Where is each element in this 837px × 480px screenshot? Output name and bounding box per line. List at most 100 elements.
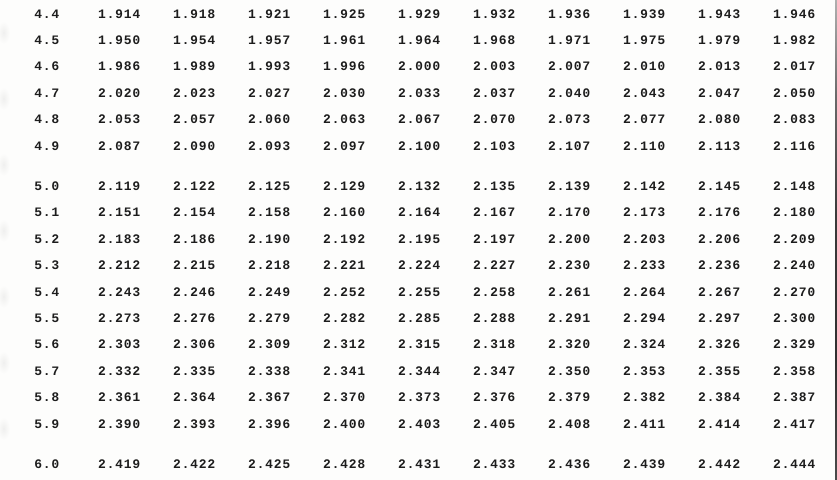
table-cell: 2.125	[247, 179, 291, 195]
table-cell: 2.315	[397, 337, 441, 353]
table-cell: 2.215	[172, 258, 216, 274]
table-cell: 1.946	[772, 6, 816, 22]
table-cell: 2.040	[547, 85, 591, 101]
table-cell: 2.442	[697, 456, 741, 472]
row-label: 4.6	[34, 59, 60, 75]
table-cell: 2.167	[472, 205, 516, 221]
table-cell: 1.932	[472, 6, 516, 22]
table-cell: 2.326	[697, 337, 741, 353]
row-label: 5.0	[34, 179, 60, 195]
table-cell: 2.100	[397, 138, 441, 154]
table-cell: 2.382	[622, 390, 666, 406]
row-label: 4.9	[34, 138, 60, 154]
table-cell: 1.925	[322, 6, 366, 22]
table-cell: 2.037	[472, 85, 516, 101]
table-cell: 2.273	[97, 310, 141, 326]
table-cell: 2.063	[322, 112, 366, 128]
table-cell: 2.176	[697, 205, 741, 221]
table-cell: 2.361	[97, 390, 141, 406]
table-cell: 1.954	[172, 33, 216, 49]
table-cell: 1.918	[172, 6, 216, 22]
table-cell: 2.017	[772, 59, 816, 75]
table-cell: 2.027	[247, 85, 291, 101]
table-cell: 2.023	[172, 85, 216, 101]
table-cell: 2.439	[622, 456, 666, 472]
table-cell: 2.329	[772, 337, 816, 353]
table-cell: 2.276	[172, 310, 216, 326]
table-cell: 2.252	[322, 284, 366, 300]
row-label: 5.3	[34, 258, 60, 274]
table-row: 4.4 1.914 1.918 1.921 1.925 1.929 1.932 1.936 1.…	[0, 1, 832, 27]
table-cell: 2.332	[97, 363, 141, 379]
table-cell: 2.393	[172, 416, 216, 432]
table-cell: 1.961	[322, 33, 366, 49]
table-cell: 2.285	[397, 310, 441, 326]
table-cell: 2.338	[247, 363, 291, 379]
table-row: 4.7 2.020 2.023 2.027 2.030 2.033 2.037 2.040 2.…	[0, 80, 832, 106]
table-cell: 2.405	[472, 416, 516, 432]
table-cell: 2.408	[547, 416, 591, 432]
table-cell: 2.218	[247, 258, 291, 274]
table-cell: 2.233	[622, 258, 666, 274]
row-label: 4.7	[34, 85, 60, 101]
table-cell: 2.154	[172, 205, 216, 221]
table-cell: 2.431	[397, 456, 441, 472]
table-cell: 2.122	[172, 179, 216, 195]
table-cell: 2.364	[172, 390, 216, 406]
table-cell: 2.335	[172, 363, 216, 379]
table-cell: 2.070	[472, 112, 516, 128]
row-label: 5.7	[34, 363, 60, 379]
table-cell: 2.433	[472, 456, 516, 472]
table-cell: 2.400	[322, 416, 366, 432]
table-row: 5.2 2.183 2.186 2.190 2.192 2.195 2.197 2.200 2.…	[0, 226, 832, 252]
table-cell: 2.309	[247, 337, 291, 353]
table-cell: 1.996	[322, 59, 366, 75]
table-cell: 2.288	[472, 310, 516, 326]
table-cell: 2.267	[697, 284, 741, 300]
table-cell: 2.258	[472, 284, 516, 300]
table-cell: 2.224	[397, 258, 441, 274]
table-cell: 2.419	[97, 456, 141, 472]
table-cell: 2.411	[622, 416, 666, 432]
table-cell: 2.183	[97, 231, 141, 247]
table-cell: 2.110	[622, 138, 666, 154]
table-cell: 2.261	[547, 284, 591, 300]
table-row: 5.8 2.361 2.364 2.367 2.370 2.373 2.376 2.379 2.…	[0, 384, 832, 410]
table-cell: 2.129	[322, 179, 366, 195]
table-cell: 2.279	[247, 310, 291, 326]
table-cell: 2.030	[322, 85, 366, 101]
row-label: 5.2	[34, 231, 60, 247]
table-row: 5.6 2.303 2.306 2.309 2.312 2.315 2.318 2.320 2.…	[0, 332, 832, 358]
table-cell: 2.294	[622, 310, 666, 326]
table-cell: 2.320	[547, 337, 591, 353]
table-cell: 2.347	[472, 363, 516, 379]
table-cell: 2.243	[97, 284, 141, 300]
table-cell: 2.087	[97, 138, 141, 154]
table-cell: 2.353	[622, 363, 666, 379]
table-cell: 2.203	[622, 231, 666, 247]
table-cell: 2.010	[622, 59, 666, 75]
table-cell: 1.964	[397, 33, 441, 49]
table-cell: 1.979	[697, 33, 741, 49]
table-cell: 2.047	[697, 85, 741, 101]
table-cell: 2.151	[97, 205, 141, 221]
table-row: 5.1 2.151 2.154 2.158 2.160 2.164 2.167 2.170 2.…	[0, 200, 832, 226]
table-cell: 2.033	[397, 85, 441, 101]
table-cell: 2.255	[397, 284, 441, 300]
table-cell: 2.013	[697, 59, 741, 75]
table-cell: 2.170	[547, 205, 591, 221]
table-cell: 2.403	[397, 416, 441, 432]
table-cell: 2.428	[322, 456, 366, 472]
table-cell: 2.358	[772, 363, 816, 379]
table-cell: 2.083	[772, 112, 816, 128]
table-cell: 2.270	[772, 284, 816, 300]
table-cell: 2.236	[697, 258, 741, 274]
table-cell: 2.139	[547, 179, 591, 195]
table-cell: 2.417	[772, 416, 816, 432]
table-cell: 2.303	[97, 337, 141, 353]
table-cell: 2.425	[247, 456, 291, 472]
table-cell: 1.982	[772, 33, 816, 49]
table-row: 5.3 2.212 2.215 2.218 2.221 2.224 2.227 2.230 2.…	[0, 253, 832, 279]
row-label: 5.6	[34, 337, 60, 353]
table-row: 4.5 1.950 1.954 1.957 1.961 1.964 1.968 1.971 1.…	[0, 27, 832, 53]
